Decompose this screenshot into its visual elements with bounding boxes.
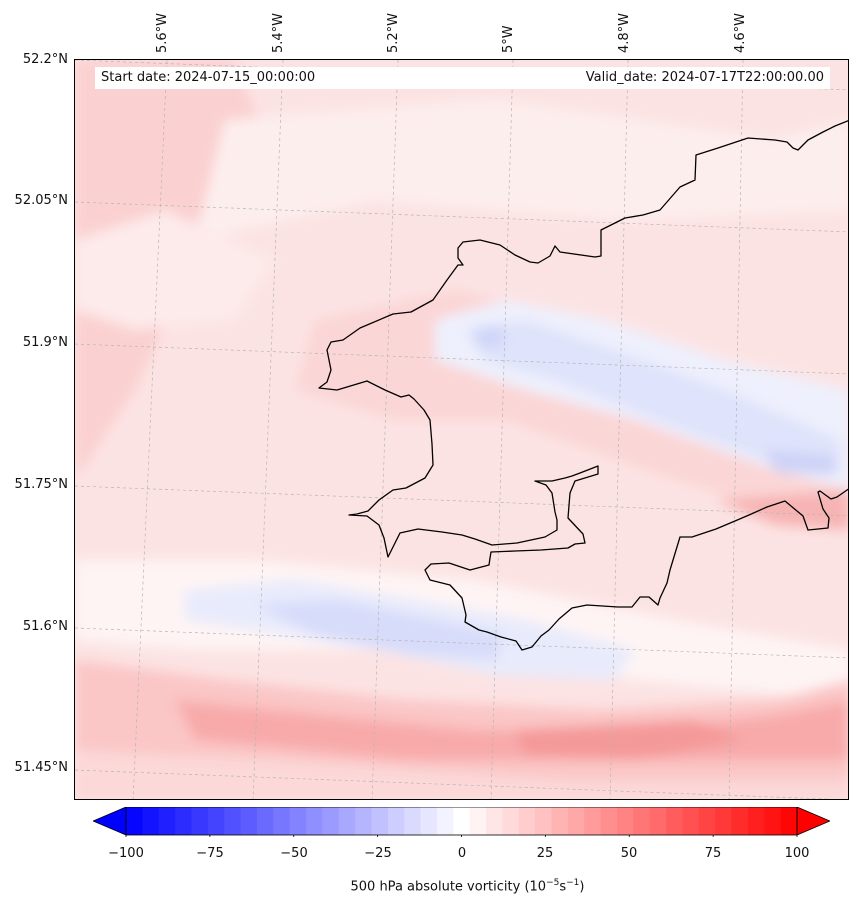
- colorbar-cell: [387, 807, 405, 835]
- colorbar-tick-label: 50: [620, 846, 638, 861]
- colorbar-tick-label: 0: [457, 846, 467, 861]
- lon-label-5W: 5°W: [501, 25, 516, 53]
- colorbar-title-exp1: −5: [546, 878, 560, 888]
- lat-label-51.45N: 51.45°N: [14, 760, 68, 775]
- field-west-streak: [75, 210, 275, 330]
- colorbar-title: 500 hPa absolute vorticity (10−5s−1): [0, 878, 859, 894]
- colorbar-cell: [207, 807, 225, 835]
- colorbar-cell: [486, 807, 504, 835]
- colorbar-cell: [682, 807, 700, 835]
- colorbar-tick-marks: [125, 835, 798, 837]
- colorbar-low-extend: [93, 807, 127, 836]
- graticule: [75, 60, 848, 799]
- colorbar-cell: [502, 807, 520, 835]
- map-info-box: Start date: 2024-07-15_00:00:00 Valid_da…: [95, 67, 830, 89]
- field-coastal-band: [295, 290, 848, 530]
- field-south-edge: [75, 750, 848, 799]
- colorbar-cell: [551, 807, 569, 835]
- map-plot-area: [74, 59, 849, 800]
- colorbar-cell: [518, 807, 536, 835]
- colorbar-cell: [404, 807, 422, 835]
- field-east-red-spot: [715, 490, 848, 530]
- lat-label-52.05N: 52.05°N: [14, 193, 68, 208]
- colorbar-cell: [584, 807, 602, 835]
- colorbar-cell: [666, 807, 684, 835]
- colorbar-cell: [338, 807, 356, 835]
- colorbar-cell: [322, 807, 340, 835]
- start-date-label: Start date: 2024-07-15_00:00:00: [101, 70, 316, 85]
- field-north-blue-spot: [475, 325, 505, 350]
- colorbar-cell: [649, 807, 667, 835]
- meridian-5.6W: [132, 60, 168, 799]
- valid-date-label: Valid_date: 2024-07-17T22:00:00.00: [585, 70, 824, 85]
- colorbar-title-main: 500 hPa absolute vorticity (10: [350, 879, 547, 895]
- colorbar-cell: [191, 807, 209, 835]
- colorbar-cell: [224, 807, 242, 835]
- colorbar-cell: [567, 807, 585, 835]
- field-south-red-max: [515, 720, 745, 760]
- colorbar-cell: [126, 807, 143, 835]
- colorbar-cell: [256, 807, 274, 835]
- lon-label-5.2W: 5.2°W: [386, 12, 401, 53]
- colorbar-cell: [175, 807, 193, 835]
- colorbar-tick-label: 75: [704, 846, 722, 861]
- vorticity-map: [75, 60, 848, 799]
- colorbar-tick-label: −75: [196, 846, 224, 861]
- lat-label-51.9N: 51.9°N: [22, 335, 68, 350]
- colorbar-cell: [289, 807, 307, 835]
- lon-label-5.4W: 5.4°W: [271, 12, 286, 53]
- lon-label-4.8W: 4.8°W: [617, 12, 632, 53]
- colorbar-cell: [420, 807, 438, 835]
- lat-label-51.75N: 51.75°N: [14, 477, 68, 492]
- colorbar-cell: [535, 807, 553, 835]
- field-north-streak: [195, 100, 848, 240]
- lat-label-52.2N: 52.2°N: [22, 52, 68, 67]
- colorbar-cell: [747, 807, 765, 835]
- colorbar-cell: [371, 807, 389, 835]
- colorbar-title-exp2: −1: [566, 878, 580, 888]
- colorbar-cell: [600, 807, 618, 835]
- colorbar-cell: [240, 807, 258, 835]
- colorbar-cell: [633, 807, 651, 835]
- colorbar-tick-label: −50: [280, 846, 308, 861]
- meridian-5.4W: [252, 60, 284, 799]
- lon-label-4.6W: 4.6°W: [733, 12, 748, 53]
- colorbar-tick-label: 100: [784, 846, 810, 861]
- colorbar-cell: [698, 807, 716, 835]
- colorbar-high-extend: [796, 807, 830, 836]
- colorbar-cell: [355, 807, 373, 835]
- field-east-blue-spot: [765, 450, 835, 475]
- colorbar-cell: [142, 807, 160, 835]
- colorbar-cell: [158, 807, 176, 835]
- colorbar-cells: [126, 807, 798, 835]
- colorbar-cell: [306, 807, 323, 835]
- colorbar-cell: [764, 807, 782, 835]
- colorbar-title-mid: s: [559, 879, 567, 895]
- coastline: [318, 120, 848, 651]
- colorbar-cell: [780, 807, 798, 835]
- lat-label-51.6N: 51.6°N: [22, 619, 68, 634]
- lon-label-5.6W: 5.6°W: [155, 12, 170, 53]
- colorbar-cell: [715, 807, 733, 835]
- colorbar-cell: [436, 807, 454, 835]
- colorbar-title-end: ): [579, 879, 585, 895]
- field-north-blue-core: [465, 320, 840, 475]
- colorbar-cell: [616, 807, 634, 835]
- colorbar-tick-label: −25: [364, 846, 392, 861]
- colorbar-cell: [273, 807, 291, 835]
- colorbar-tick-label: −100: [108, 846, 144, 861]
- colorbar-tick-label: 25: [536, 846, 554, 861]
- colorbar-cell: [731, 807, 749, 835]
- colorbar-cell: [453, 807, 471, 835]
- colorbar: [93, 807, 830, 837]
- field-south-blue-core: [255, 600, 505, 660]
- colorbar-cell: [469, 807, 487, 835]
